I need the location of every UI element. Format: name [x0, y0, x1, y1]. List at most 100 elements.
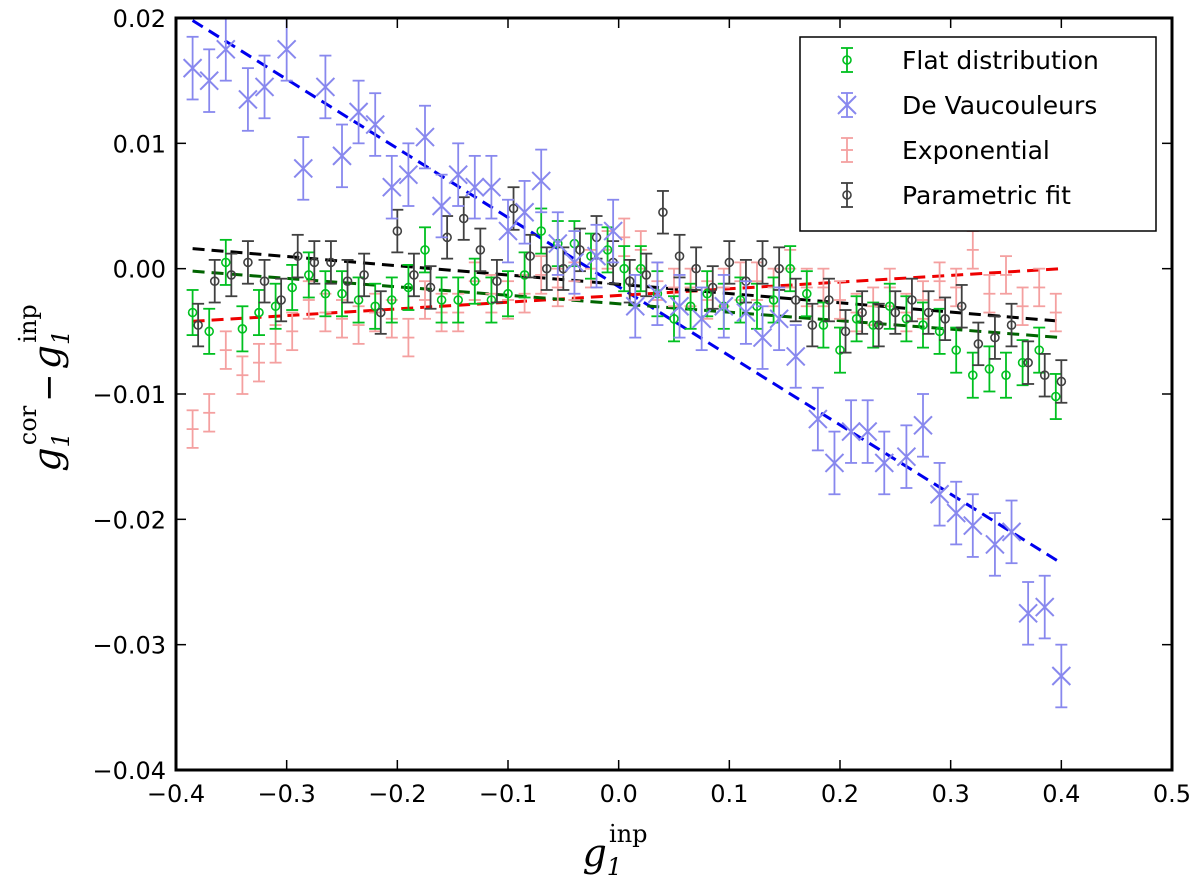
flat-distribution-point [951, 345, 962, 355]
legend-entry-exponential: Exponential [841, 136, 1050, 165]
flat-distribution-point [503, 288, 513, 299]
flat-distribution-point [884, 301, 895, 312]
parametric-fit-point [276, 295, 286, 305]
de-vaucouleurs-point [481, 177, 502, 197]
parametric-fit-point [641, 270, 652, 280]
x-tick-label: −0.1 [479, 780, 537, 808]
flat-distribution-point [270, 301, 281, 312]
flat-distribution-point [619, 263, 630, 274]
flat-distribution-point [254, 307, 264, 318]
de-vaucouleurs-point [448, 164, 468, 185]
x-tick-label: 0.4 [1042, 780, 1080, 808]
parametric-fit-point [359, 270, 369, 280]
legend-label: Flat distribution [902, 46, 1099, 75]
x-tick-label: 0.1 [710, 780, 748, 808]
de-vaucouleurs-point [531, 171, 551, 191]
parametric-fit-point [973, 339, 984, 349]
flat-distribution-point [586, 251, 596, 261]
de-vaucouleurs-point [647, 284, 668, 304]
legend-label: Exponential [902, 136, 1050, 165]
flat-distribution-point [702, 288, 713, 299]
de-vaucouleurs-point [315, 77, 336, 97]
flat-distribution-point [403, 282, 414, 293]
parametric-fit-point [956, 301, 967, 312]
flat-distribution-point [801, 288, 812, 299]
de-vaucouleurs-point [1051, 666, 1072, 686]
parametric-fit-point [857, 307, 867, 318]
de-vaucouleurs-point [808, 409, 828, 429]
de-vaucouleurs-point [238, 89, 258, 110]
parametric-fit-point [691, 263, 701, 274]
flat-distribution-point [984, 364, 995, 374]
flat-distribution-point [768, 295, 779, 305]
parametric-fit-point [674, 251, 685, 261]
y-tick-label: −0.01 [92, 381, 166, 409]
parametric-fit-point [658, 207, 668, 218]
de-vaucouleurs-point [896, 446, 917, 467]
flat-distribution-point [453, 295, 464, 305]
x-tick-label: −0.3 [258, 780, 316, 808]
parametric-fit-line [192, 247, 1062, 323]
de-vaucouleurs-point [841, 421, 861, 442]
parametric-fit-point [541, 263, 552, 274]
de-vaucouleurs-point [514, 202, 535, 222]
legend-entry-parametric-fit: Parametric fit [841, 181, 1071, 210]
flat-distribution-point [635, 263, 646, 274]
x-tick-label: 0.5 [1153, 780, 1191, 808]
de-vaucouleurs-point [946, 503, 966, 523]
parametric-fit-point [807, 320, 818, 330]
parametric-fit-point [923, 307, 934, 318]
parametric-fit-point [990, 332, 1000, 343]
x-tick-label: 0.2 [821, 780, 859, 808]
de-vaucouleurs-point [736, 302, 756, 323]
parametric-fit-point [824, 295, 834, 305]
de-vaucouleurs-point [586, 246, 607, 266]
flat-distribution-point [1051, 391, 1061, 402]
de-vaucouleurs-point [1035, 597, 1055, 617]
axis-ticks: −0.4 −0.3 −0.2 −0.1 0.0 0.1 0.2 0.3 0.4 0.5 0.02 0.… [92, 5, 1191, 808]
parametric-fit-point [375, 307, 386, 318]
y-tick-label: 0.01 [113, 130, 166, 158]
de-vaucouleurs-point [365, 114, 385, 135]
parametric-fit-point [1023, 357, 1033, 368]
flat-distribution-point [918, 320, 928, 330]
flat-distribution-point [1017, 357, 1028, 368]
x-tick-label: −0.4 [147, 780, 205, 808]
parametric-fit-point [508, 203, 519, 214]
parametric-fit-point [475, 245, 486, 255]
flat-distribution-point [851, 313, 862, 324]
de-vaucouleurs-point [714, 296, 734, 316]
flat-distribution-point [901, 313, 912, 324]
parametric-fit-point [409, 270, 419, 280]
de-vaucouleurs-point [415, 127, 435, 147]
parametric-fit-point [575, 245, 585, 255]
de-vaucouleurs-point [786, 346, 806, 367]
flat-distribution-point [785, 263, 796, 274]
de-vaucouleurs-point [216, 39, 236, 60]
flat-distribution-point [967, 370, 978, 381]
flat-distribution-point [237, 324, 248, 334]
parametric-fit-point [309, 257, 320, 268]
data-series [182, 17, 1072, 709]
legend: Flat distribution De Vaucouleurs Exponenti… [799, 36, 1157, 232]
y-tick-label: 0.02 [113, 5, 166, 33]
legend-label: Parametric fit [902, 181, 1071, 210]
flat-distribution-point [436, 295, 447, 305]
parametric-fit-point [243, 257, 253, 268]
de-vaucouleurs-point [625, 296, 645, 316]
parametric-fit-point [890, 307, 901, 318]
legend-de-vaucouleurs-point [837, 95, 857, 115]
de-vaucouleurs-point [963, 515, 983, 536]
parametric-fit-point [292, 251, 303, 261]
flat-distribution-point [934, 326, 945, 337]
flat-distribution-point [221, 257, 231, 268]
parametric-fit-point [707, 282, 718, 293]
parametric-fit-point [757, 257, 768, 268]
de-vaucouleurs-point [398, 164, 419, 185]
legend-parametric-fit-point [842, 190, 852, 200]
flat-distribution-point [519, 270, 530, 280]
parametric-fit-point [907, 295, 917, 305]
flat-distribution-point [835, 345, 845, 355]
legend-box [799, 36, 1157, 232]
flat-distribution-point [303, 270, 314, 280]
